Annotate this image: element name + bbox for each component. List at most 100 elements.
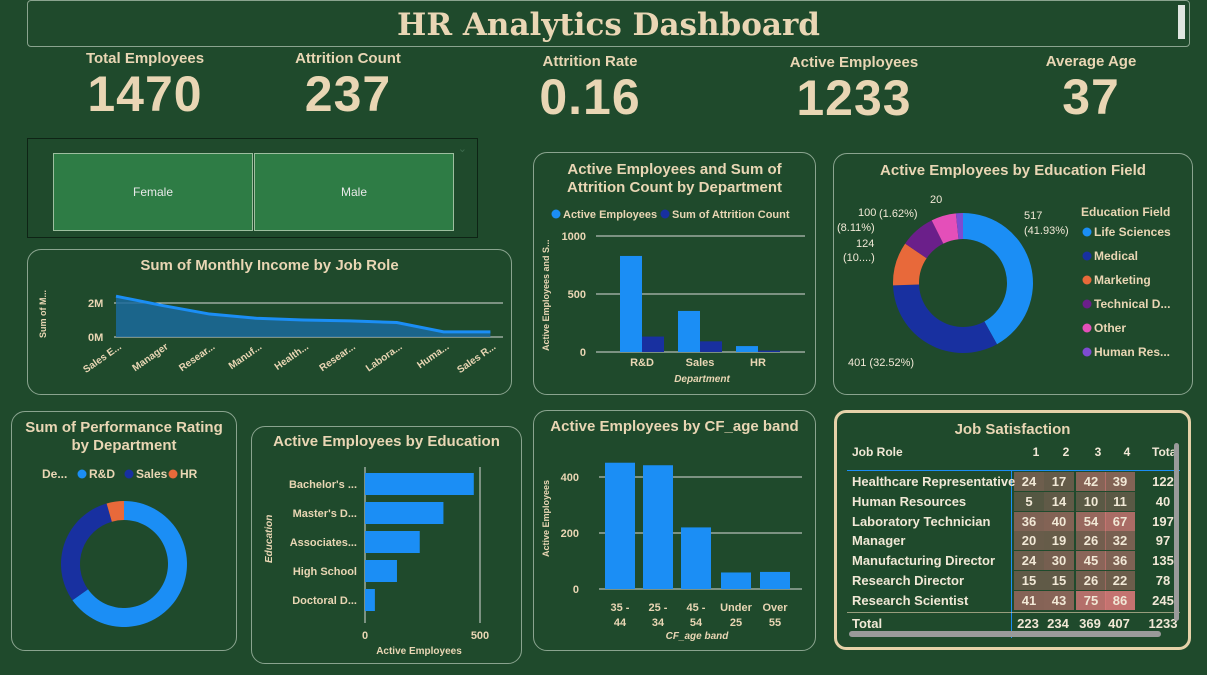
chart-title: Active Employees by Education — [273, 433, 500, 450]
x-tick-label: 45 - — [687, 602, 706, 614]
heat-cell: 19 — [1044, 531, 1074, 551]
column-header: 3 — [1094, 445, 1102, 459]
kpi-value: 37 — [1062, 69, 1120, 125]
bar-attrition-count — [758, 350, 780, 352]
y-tick-label: 400 — [561, 472, 579, 484]
heat-cell: 22 — [1105, 571, 1135, 590]
bar — [365, 502, 444, 524]
slicer-option-female[interactable]: Female — [53, 153, 253, 231]
slicer-option-male[interactable]: Male — [254, 153, 454, 231]
slice-hr — [106, 501, 124, 522]
table-title: Job Satisfaction — [954, 421, 1071, 438]
kpi-value: 237 — [304, 66, 392, 122]
table-row: Laboratory Technician 36 40 54 67 197 — [847, 511, 1180, 532]
legend-label: R&D — [89, 467, 115, 481]
bar — [681, 527, 711, 589]
row-total: 40 — [1155, 493, 1171, 509]
y-tick-label: Master's D... — [293, 508, 357, 520]
x-tick-label: 0 — [362, 630, 368, 642]
education-chart: Education 0 500 Active Employees Bachelo… — [264, 467, 489, 657]
heat-cell: 15 — [1044, 571, 1074, 590]
legend-label: Sum of Attrition Count — [672, 209, 790, 221]
heat-cell: 24 — [1014, 472, 1044, 491]
divider — [847, 612, 1180, 613]
performance-chart-panel: Sum of Performance Rating by Department … — [11, 411, 237, 651]
horizontal-scrollbar[interactable] — [849, 631, 1161, 637]
bar — [760, 571, 790, 589]
data-label: 20 — [930, 194, 942, 206]
heat-cell: 54 — [1076, 511, 1106, 531]
x-tick-label: Resear... — [318, 341, 358, 374]
data-label: (10....) — [843, 252, 875, 264]
kpi-value: 1470 — [87, 66, 203, 122]
legend-swatch — [1082, 299, 1092, 309]
education-chart-panel: Active Employees by Education Education … — [251, 426, 522, 664]
kpi-label: Attrition Count — [295, 50, 401, 67]
vertical-scrollbar[interactable] — [1174, 443, 1179, 621]
x-tick-label: Sales R... — [455, 341, 498, 376]
kpi-average-age: Average Age 37 — [1016, 53, 1166, 124]
x-tick-label: R&D — [630, 357, 654, 369]
total-cell: 369 — [1079, 616, 1101, 631]
table-row: Manager 20 19 26 32 97 — [847, 531, 1180, 551]
row-label: Manufacturing Director — [852, 553, 996, 569]
x-tick-label: Over — [762, 602, 788, 614]
job-satisfaction-table-panel: Job Satisfaction Job Role 1 2 3 4 Tota Healthc… — [834, 410, 1191, 650]
age-band-chart-panel: Active Employees by CF_age band Active E… — [533, 410, 816, 651]
monthly-income-chart: Sum of M... 2M 0M Sales E... Manager Resea… — [38, 290, 503, 376]
legend-title: De... — [42, 467, 67, 481]
chart-title-line1: Active Employees and Sum of — [567, 161, 782, 178]
legend-swatch — [1082, 347, 1092, 357]
heat-cell: 42 — [1076, 472, 1106, 491]
bar — [365, 531, 420, 553]
heat-cell: 43 — [1044, 590, 1074, 610]
legend-swatch — [77, 469, 87, 479]
row-total: 1233 — [1148, 616, 1178, 631]
column-header: 4 — [1123, 445, 1131, 459]
y-tick-label: High School — [293, 566, 357, 578]
heat-cell: 86 — [1105, 590, 1135, 610]
x-tick-label: Sales — [686, 357, 715, 369]
bar — [365, 473, 474, 495]
legend-label: Human Res... — [1094, 345, 1170, 359]
x-tick-label: Manuf... — [227, 341, 264, 372]
data-label: (41.93%) — [1024, 225, 1069, 237]
heat-cell: 17 — [1044, 472, 1074, 491]
heat-cell: 26 — [1076, 571, 1106, 590]
column-header: 1 — [1032, 445, 1040, 459]
row-total: 97 — [1155, 533, 1171, 549]
department-chart-panel: Active Employees and Sum of Attrition Co… — [533, 152, 816, 395]
chevron-down-icon[interactable]: ⌄ — [457, 142, 467, 155]
bar — [643, 465, 673, 589]
column-header: Job Role — [852, 445, 903, 459]
data-label: 124 — [856, 238, 874, 250]
row-total: 122 — [1152, 474, 1174, 489]
heat-cell: 36 — [1105, 551, 1135, 571]
kpi-attrition-rate: Attrition Rate 0.16 — [515, 53, 665, 124]
row-total: 245 — [1152, 592, 1174, 608]
y-axis-label: Education — [264, 515, 275, 563]
row-label: Laboratory Technician — [852, 513, 991, 529]
legend-label: Other — [1094, 321, 1126, 335]
heat-cell: 26 — [1076, 531, 1106, 551]
heat-cell: 40 — [1044, 511, 1074, 531]
row-label: Total — [852, 616, 883, 631]
legend-label: Sales — [136, 467, 168, 481]
x-axis-label: CF_age band — [666, 631, 730, 642]
divider — [847, 470, 1180, 471]
chart-title: Active Employees by Education Field — [880, 162, 1146, 179]
x-tick-label: 55 — [769, 617, 781, 629]
kpi-value: 1233 — [796, 70, 912, 126]
heat-cell: 30 — [1044, 551, 1074, 571]
monthly-income-chart-panel: Sum of Monthly Income by Job Role Sum of… — [27, 249, 512, 395]
row-total: 135 — [1152, 553, 1174, 569]
legend-label: HR — [180, 467, 198, 481]
scrollbar-handle[interactable] — [1178, 5, 1185, 39]
bar — [605, 462, 635, 589]
bar — [721, 572, 751, 589]
heat-cell: 39 — [1105, 472, 1135, 491]
legend-swatch — [1082, 323, 1092, 333]
y-axis-label: Active Employees and S... — [541, 239, 551, 351]
heat-cell: 24 — [1014, 551, 1044, 571]
x-tick-label: Resear... — [177, 341, 217, 374]
